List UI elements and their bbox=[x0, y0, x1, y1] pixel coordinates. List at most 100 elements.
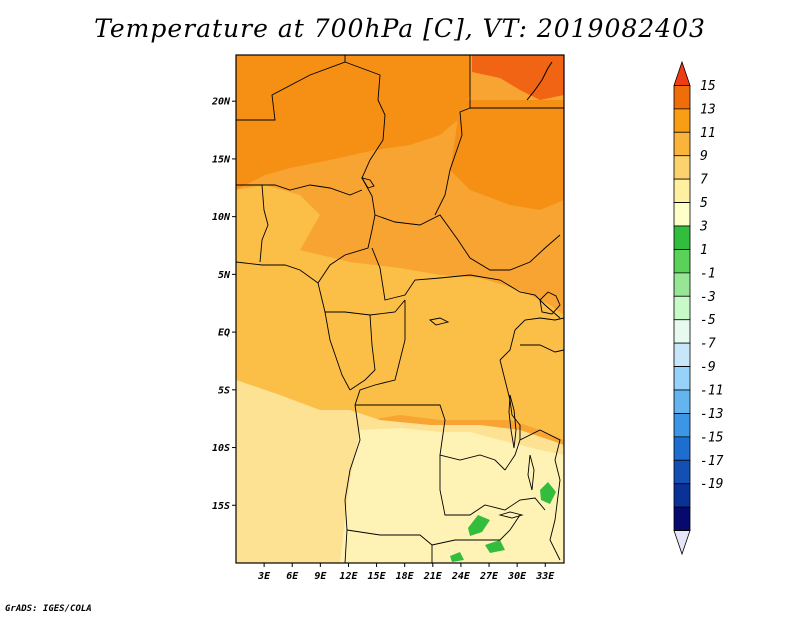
field-1to3-patch bbox=[540, 482, 556, 504]
lake-outline bbox=[498, 511, 524, 519]
colorbar-swatch bbox=[673, 85, 691, 110]
lon-tick-label: 30E bbox=[507, 571, 527, 582]
colorbar: 15 13 11 9 7 5 3 1 -1 -3 -5 -7 -9 -11 -13 -15 -17 -19 bbox=[673, 60, 724, 556]
colorbar-swatch bbox=[673, 366, 691, 391]
colorbar-label: 1 bbox=[700, 243, 708, 258]
lon-tick-label: 21E bbox=[423, 571, 443, 582]
colorbar-swatch bbox=[673, 202, 691, 227]
colorbar-swatch bbox=[673, 249, 691, 274]
lon-tick-label: 9E bbox=[314, 571, 327, 582]
colorbar-swatch bbox=[673, 483, 691, 508]
border-line bbox=[346, 529, 433, 563]
border-line bbox=[317, 214, 376, 284]
border-line bbox=[504, 429, 561, 561]
lat-tick-label: 10S bbox=[212, 443, 230, 454]
colorbar-label: 9 bbox=[700, 149, 708, 164]
chart-title: Temperature at 700hPa [C], VT: 201908240… bbox=[94, 14, 706, 43]
colorbar-label: -7 bbox=[700, 337, 716, 352]
lon-tick-label: 24E bbox=[451, 571, 471, 582]
colorbar-swatch bbox=[673, 108, 691, 133]
colorbar-label: -5 bbox=[700, 313, 716, 328]
border-line bbox=[236, 261, 319, 284]
colorbar-swatch bbox=[673, 272, 691, 297]
border-line bbox=[439, 455, 546, 516]
lake-outline bbox=[428, 317, 450, 326]
lake-outline bbox=[361, 177, 375, 189]
colorbar-label: -1 bbox=[700, 266, 716, 281]
border-line bbox=[499, 329, 516, 361]
lat-tick-label: EQ bbox=[218, 328, 230, 339]
colorbar-swatch bbox=[673, 342, 691, 367]
colorbar-swatch bbox=[673, 319, 691, 344]
border-line bbox=[324, 311, 351, 391]
lon-tick-label: 18E bbox=[396, 571, 415, 582]
colorbar-label: -9 bbox=[700, 360, 716, 375]
lake-outline bbox=[527, 454, 535, 491]
border-line bbox=[354, 300, 406, 406]
colorbar-label: 15 bbox=[700, 79, 716, 94]
field-3to5 bbox=[340, 428, 564, 563]
map-axes: 20N 15N 10N 5N EQ 5S 10S 15S 3E 6E 9E 12E 15E 18E 21E 2… bbox=[211, 97, 555, 582]
lat-tick-label: 5N bbox=[218, 270, 231, 281]
colorbar-label: -13 bbox=[700, 407, 723, 422]
border-line bbox=[344, 404, 361, 563]
colorbar-swatch bbox=[673, 389, 691, 414]
lon-tick-label: 15E bbox=[368, 571, 387, 582]
border-line bbox=[374, 214, 561, 271]
lake-outline bbox=[508, 394, 517, 449]
colorbar-swatch bbox=[673, 459, 691, 485]
lon-tick-label: 33E bbox=[535, 571, 555, 582]
border-line bbox=[434, 55, 471, 216]
lake-outline bbox=[539, 291, 561, 315]
temperature-field bbox=[236, 55, 564, 563]
colorbar-label: -19 bbox=[700, 477, 723, 492]
lat-tick-label: 10N bbox=[212, 212, 231, 223]
field-1to3-patch bbox=[468, 515, 490, 536]
border-line bbox=[520, 344, 564, 353]
lat-tick-label: 15S bbox=[212, 501, 230, 512]
field-1to3-patch bbox=[450, 552, 464, 562]
border-line bbox=[317, 282, 406, 316]
colorbar-swatch bbox=[673, 413, 691, 438]
border-line bbox=[514, 317, 564, 331]
colorbar-label: -3 bbox=[700, 290, 716, 305]
border-line bbox=[431, 514, 521, 546]
colorbar-swatch bbox=[673, 178, 691, 203]
field-7to9-west bbox=[236, 185, 320, 255]
colorbar-label: -17 bbox=[700, 454, 724, 469]
border-line bbox=[259, 184, 269, 263]
border-line bbox=[344, 61, 386, 216]
country-borders bbox=[236, 55, 564, 563]
border-line bbox=[499, 359, 521, 440]
field-1to3-patch bbox=[485, 540, 505, 553]
border-line bbox=[236, 55, 346, 121]
border-line bbox=[371, 247, 561, 319]
credit-label: GrADS: IGES/COLA bbox=[5, 604, 92, 614]
colorbar-swatch bbox=[673, 60, 691, 86]
colorbar-swatch bbox=[673, 506, 691, 531]
colorbar-swatch bbox=[673, 530, 691, 556]
colorbar-swatch bbox=[673, 436, 691, 461]
colorbar-label: -11 bbox=[700, 384, 723, 399]
field-11to13-north bbox=[236, 55, 470, 190]
colorbar-swatch bbox=[673, 225, 691, 250]
colorbar-label: 5 bbox=[700, 196, 708, 211]
field-11to13-northeast bbox=[450, 100, 564, 210]
colorbar-label: -15 bbox=[700, 430, 724, 445]
colorbar-label: 11 bbox=[700, 126, 716, 141]
lon-tick-label: 3E bbox=[257, 571, 271, 582]
field-13to15 bbox=[472, 55, 564, 100]
colorbar-swatch bbox=[673, 131, 691, 157]
colorbar-label: 13 bbox=[700, 102, 716, 117]
lat-tick-label: 5S bbox=[218, 385, 230, 396]
map-frame bbox=[235, 54, 565, 564]
lon-tick-label: 27E bbox=[479, 571, 499, 582]
colorbar-swatch bbox=[673, 155, 691, 180]
colorbar-label: 7 bbox=[700, 173, 708, 188]
lon-tick-label: 6E bbox=[286, 571, 299, 582]
field-7to9-central bbox=[236, 250, 564, 440]
lon-tick-label: 12E bbox=[339, 571, 358, 582]
lat-tick-label: 20N bbox=[211, 97, 231, 108]
border-line bbox=[349, 314, 376, 391]
